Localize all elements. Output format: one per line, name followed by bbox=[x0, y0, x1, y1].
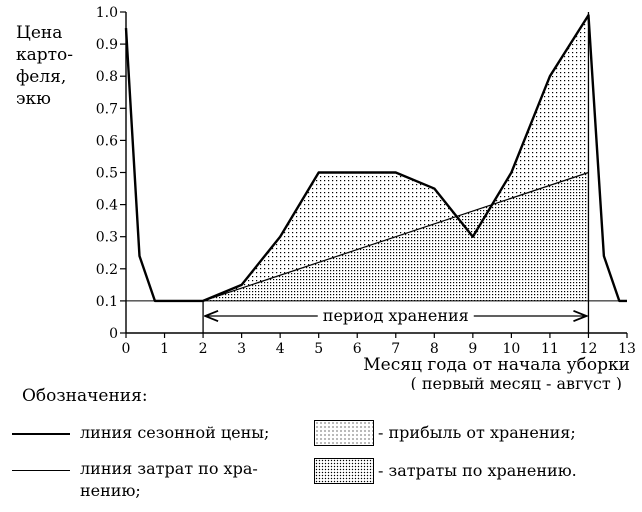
x-tick-label: 0 bbox=[122, 341, 131, 357]
y-axis-label: Цена карто- феля, экю bbox=[16, 22, 73, 110]
x-tick-label: 6 bbox=[353, 341, 362, 357]
x-axis-label-line-2: ( первый месяц - август ) bbox=[410, 374, 622, 390]
legend-profit-label: - прибыль от хранения; bbox=[378, 423, 576, 442]
legend-cost-line-swatch bbox=[12, 470, 70, 471]
season-price-line bbox=[124, 14, 627, 303]
x-tick-label: 1 bbox=[160, 341, 169, 357]
x-axis-label-line-1: Месяц года от начала уборки bbox=[363, 355, 630, 375]
legend-cost-line-label-1: линия затрат по хра- bbox=[80, 459, 258, 478]
y-tick-label: 0.3 bbox=[96, 230, 118, 246]
y-tick-label: 0.9 bbox=[96, 37, 118, 53]
x-tick-label: 12 bbox=[580, 341, 598, 357]
x-tick-label: 13 bbox=[618, 341, 636, 357]
x-tick-label: 5 bbox=[314, 341, 323, 357]
legend-profit-swatch bbox=[314, 420, 374, 446]
y-axis-label-line-1: Цена bbox=[16, 23, 63, 43]
y-axis-label-line-3: феля, bbox=[16, 67, 67, 87]
x-tick-label: 2 bbox=[199, 341, 208, 357]
y-tick-label: 0 bbox=[109, 326, 118, 342]
x-tick-label: 4 bbox=[276, 341, 285, 357]
y-tick-label: 0.8 bbox=[96, 69, 118, 85]
y-axis-label-line-2: карто- bbox=[16, 45, 74, 65]
storage-period-label: период хранения bbox=[323, 306, 469, 325]
y-tick-label: 0.7 bbox=[96, 101, 118, 117]
x-tick-label: 3 bbox=[237, 341, 246, 357]
x-tick-label: 11 bbox=[541, 341, 559, 357]
y-tick-label: 0.6 bbox=[96, 133, 118, 149]
x-tick-label: 9 bbox=[468, 341, 477, 357]
cost-line bbox=[202, 171, 589, 302]
y-tick-label: 0.1 bbox=[96, 294, 118, 310]
y-tick-label: 0.2 bbox=[96, 262, 118, 278]
y-tick-label: 0.4 bbox=[96, 198, 118, 214]
y-axis-label-line-4: экю bbox=[16, 89, 51, 109]
x-tick-label: 7 bbox=[391, 341, 400, 357]
price-chart: 00.10.20.30.40.50.60.70.80.91.00 1 2 3 4 5 6 7 8… bbox=[96, 5, 636, 390]
profit-area bbox=[203, 15, 589, 301]
x-tick-label: 10 bbox=[502, 341, 520, 357]
legend-cost-swatch bbox=[314, 458, 374, 484]
y-tick-label: 1.0 bbox=[96, 5, 118, 21]
legend-title: Обозначения: bbox=[22, 386, 148, 406]
legend-cost-line-label-2: нению; bbox=[80, 481, 141, 500]
y-tick-label: 0.5 bbox=[96, 166, 118, 182]
legend-cost-label: - затраты по хранению. bbox=[378, 461, 577, 480]
legend-season-line-label: линия сезонной цены; bbox=[80, 423, 270, 442]
legend-season-line-swatch bbox=[12, 433, 70, 435]
x-tick-label: 8 bbox=[430, 341, 439, 357]
